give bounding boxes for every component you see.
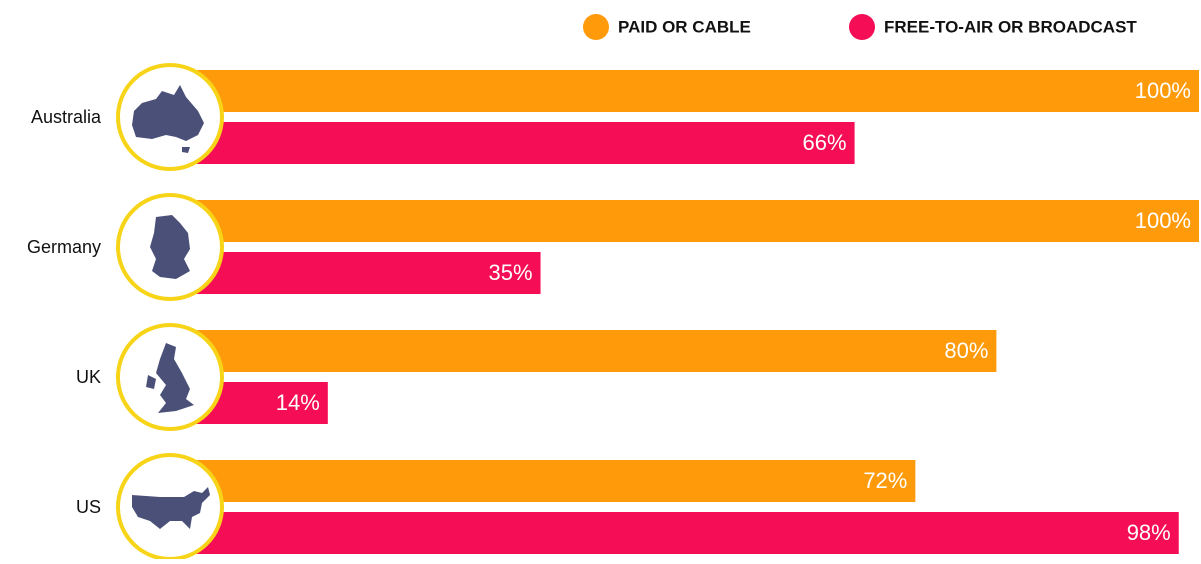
value-label: 14% [276,390,320,415]
legend-swatch [583,14,609,40]
category-label: Germany [27,237,101,257]
value-label: 72% [863,468,907,493]
country-map [132,487,210,529]
legend-label: FREE-TO-AIR OR BROADCAST [884,17,1137,36]
legend-label: PAID OR CABLE [618,17,751,36]
value-label: 80% [944,338,988,363]
value-label: 100% [1135,78,1191,103]
bar [186,460,916,502]
bar [186,70,1199,112]
value-label: 98% [1127,520,1171,545]
bar [186,512,1179,554]
category-label: US [76,497,101,517]
legend-swatch [849,14,875,40]
value-label: 100% [1135,208,1191,233]
category-label: UK [76,367,101,387]
bar [186,252,541,294]
country-map [146,343,194,413]
category-label: Australia [31,107,102,127]
value-label: 66% [803,130,847,155]
bar [186,122,855,164]
country-map [132,85,204,153]
country-map [150,215,190,279]
bar [186,200,1199,242]
bar [186,330,997,372]
value-label: 35% [489,260,533,285]
